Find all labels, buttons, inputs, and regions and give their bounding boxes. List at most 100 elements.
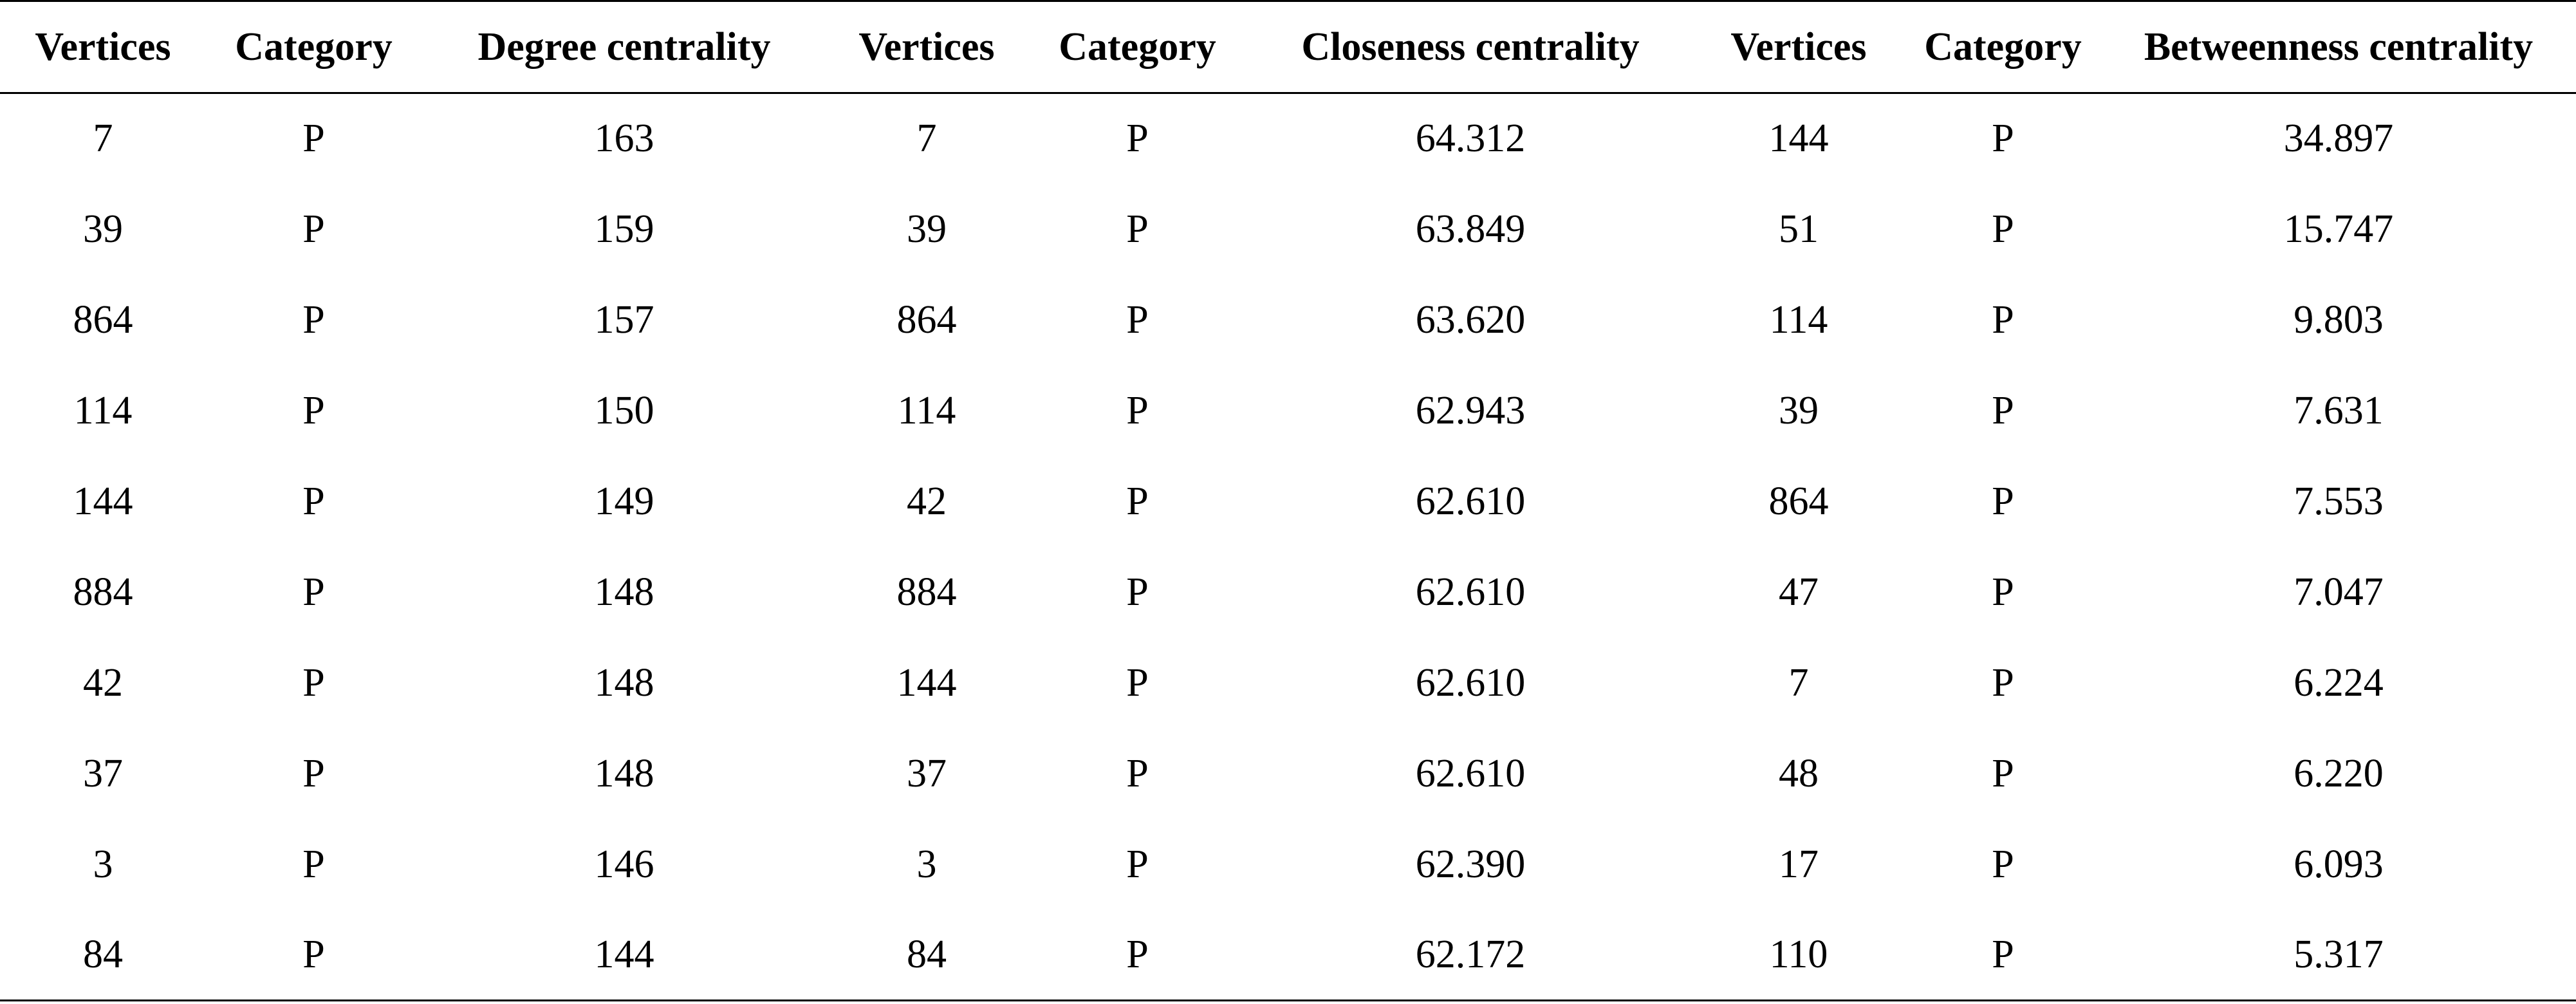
table-cell: P [1126,751,1149,795]
table-cell: P [1992,570,2014,614]
table-cell: 7 [916,116,937,161]
table-cell: 62.172 [1415,932,1526,976]
table-cell: P [302,388,325,432]
table-cell: 62.610 [1415,660,1526,705]
table-cell: 37 [83,751,123,795]
table-cell: 864 [73,297,133,342]
table-row: 39 P 159 39 P 63.849 51 P 15.747 [0,184,2576,275]
table-cell: 7 [93,116,113,161]
table-row: 864 P 157 864 P 63.620 114 P 9.803 [0,275,2576,366]
table-cell: 148 [594,751,654,795]
column-header: Category [235,24,393,69]
table-cell: P [1992,207,2014,251]
column-header: Category [1924,24,2082,69]
table-cell: P [302,207,325,251]
table-cell: P [1992,842,2014,886]
table-cell: 148 [594,570,654,614]
table-row: 37 P 148 37 P 62.610 48 P 6.220 [0,729,2576,819]
table-header: Vertices Category Degree centrality Vertice… [0,1,2576,93]
table-cell: 864 [896,297,957,342]
column-header: Vertices [35,24,171,69]
table-cell: P [302,570,325,614]
table-cell: P [1126,842,1149,886]
table-cell: 7.631 [2293,388,2384,432]
table-cell: 39 [1779,388,1819,432]
table-cell: 62.610 [1415,570,1526,614]
table-cell: 150 [594,388,654,432]
table-cell: P [1992,116,2014,161]
table-cell: 6.220 [2293,751,2384,795]
table-cell: P [1126,388,1149,432]
table-cell: 63.620 [1415,297,1526,342]
table-row: 144 P 149 42 P 62.610 864 P 7.553 [0,456,2576,547]
table-cell: 884 [896,570,957,614]
table-cell: 144 [594,932,654,976]
table-cell: 114 [73,388,133,432]
table-cell: 6.224 [2293,660,2384,705]
table-cell: 114 [1769,297,1828,342]
column-header: Degree centrality [477,24,771,69]
table-cell: 42 [907,479,947,523]
table-cell: 3 [916,842,937,886]
table-cell: 864 [1768,479,1829,523]
table-cell: 9.803 [2293,297,2384,342]
table-cell: P [302,932,325,976]
table-cell: 7 [1788,660,1809,705]
table-cell: P [1126,479,1149,523]
table-cell: P [302,116,325,161]
table-cell: 110 [1769,932,1828,976]
table-cell: 84 [83,932,123,976]
table-cell: P [302,297,325,342]
table-cell: 148 [594,660,654,705]
table-cell: 15.747 [2283,207,2394,251]
table-cell: P [1126,570,1149,614]
table-cell: 84 [907,932,947,976]
table-cell: P [1126,932,1149,976]
table-cell: 159 [594,207,654,251]
table-cell: P [1126,207,1149,251]
table-cell: 6.093 [2293,842,2384,886]
table-cell: 42 [83,660,123,705]
header-row: Vertices Category Degree centrality Vertice… [0,1,2576,93]
table-cell: 144 [896,660,957,705]
table-cell: P [1992,751,2014,795]
table-cell: P [1992,297,2014,342]
table-cell: 157 [594,297,654,342]
table-row: 3 P 146 3 P 62.390 17 P 6.093 [0,819,2576,910]
table-cell: P [302,751,325,795]
table-row: 114 P 150 114 P 62.943 39 P 7.631 [0,366,2576,456]
table-cell: 7.047 [2293,570,2384,614]
table-cell: 47 [1779,570,1819,614]
column-header: Vertices [858,24,995,69]
table-cell: 5.317 [2293,932,2384,976]
table-cell: P [302,479,325,523]
table-cell: 39 [907,207,947,251]
table-cell: 163 [594,116,654,161]
table-cell: P [1992,388,2014,432]
table-row: 84 P 144 84 P 62.172 110 P 5.317 [0,910,2576,1001]
table-cell: P [1992,660,2014,705]
table-cell: 144 [1768,116,1829,161]
table-row: 7 P 163 7 P 64.312 144 P 34.897 [0,93,2576,184]
table-cell: 51 [1779,207,1819,251]
table-row: 42 P 148 144 P 62.610 7 P 6.224 [0,638,2576,729]
table-cell: P [302,660,325,705]
table-cell: P [1126,660,1149,705]
table-cell: P [1992,932,2014,976]
column-header: Betweenness centrality [2144,24,2534,69]
table-cell: P [302,842,325,886]
table-cell: 63.849 [1415,207,1526,251]
table-body: 7 P 163 7 P 64.312 144 P 34.897 39 P 159 39 P 63.849 51… [0,93,2576,1001]
table-cell: 144 [73,479,133,523]
table-cell: 62.610 [1415,751,1526,795]
column-header: Category [1059,24,1216,69]
table-cell: 48 [1779,751,1819,795]
column-header: Vertices [1730,24,1867,69]
table-cell: 64.312 [1415,116,1526,161]
table-cell: 149 [594,479,654,523]
table-cell: 62.610 [1415,479,1526,523]
table-cell: 7.553 [2293,479,2384,523]
table-cell: 3 [93,842,113,886]
table-cell: P [1126,297,1149,342]
